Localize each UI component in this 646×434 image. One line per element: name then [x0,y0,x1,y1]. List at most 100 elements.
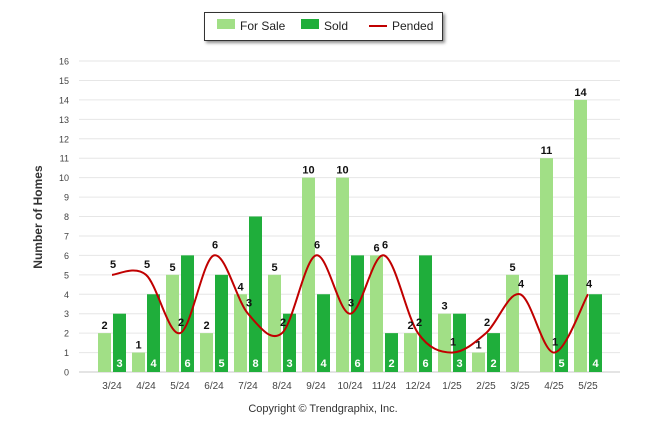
y-tick-label: 5 [64,270,69,280]
label-pended: 2 [416,317,422,329]
x-tick-label: 5/24 [170,381,190,392]
label-sold: 6 [354,358,360,370]
legend-swatch-for-sale [217,19,235,29]
x-tick-label: 4/25 [544,381,564,392]
x-tick-label: 2/25 [476,381,496,392]
label-pended: 3 [348,298,354,310]
bar-sold [453,313,466,372]
y-tick-label: 9 [64,193,69,203]
bar-sold [317,294,330,372]
bar-sold [147,294,160,372]
label-for-sale: 5 [509,262,515,274]
bar-for-sale [472,352,485,372]
bars [98,99,602,372]
bar-for-sale [268,274,281,372]
y-tick-label: 0 [64,368,69,378]
x-tick-label: 9/24 [306,381,326,392]
x-tick-label: 3/24 [102,381,122,392]
label-sold: 5 [558,358,564,370]
label-pended: 6 [314,239,320,251]
label-pended: 1 [450,337,456,349]
label-for-sale: 1 [475,340,481,352]
label-for-sale: 5 [271,262,277,274]
bar-sold [589,294,602,372]
y-tick-label: 12 [59,134,69,144]
legend: For Sale Sold Pended [204,12,443,41]
x-tick-label: 12/24 [405,381,430,392]
label-for-sale: 2 [101,320,107,332]
y-tick-label: 3 [64,309,69,319]
y-tick-label: 2 [64,329,69,339]
label-pended: 5 [110,259,116,271]
bar-sold [351,255,364,372]
legend-label-pended: Pended [392,19,434,33]
pended-line-path [111,254,589,354]
copyright-text: Copyright © Trendgraphix, Inc. [248,403,398,415]
bar-for-sale [438,313,451,372]
label-sold: 4 [592,358,599,370]
x-tick-label: 11/24 [372,381,397,392]
y-axis-title: Number of Homes [31,165,45,269]
label-sold: 5 [218,358,224,370]
x-tick-label: 4/24 [136,381,156,392]
label-sold: 3 [456,358,462,370]
legend-line-pended [369,25,387,27]
label-for-sale: 10 [302,165,314,177]
label-sold: 6 [422,358,428,370]
label-for-sale: 2 [407,320,413,332]
label-sold: 2 [388,358,394,370]
label-sold: 3 [116,358,122,370]
label-pended: 2 [280,317,286,329]
bar-for-sale [540,158,553,372]
label-for-sale: 10 [336,165,348,177]
x-tick-label: 5/25 [578,381,598,392]
label-for-sale: 5 [169,262,175,274]
label-for-sale: 2 [203,320,209,332]
x-tick-label: 10/24 [337,381,362,392]
bar-sold [215,274,228,372]
label-pended: 2 [178,317,184,329]
y-tick-label: 8 [64,212,69,222]
bar-sold [385,333,398,372]
label-for-sale: 1 [135,340,141,352]
label-sold: 2 [490,358,496,370]
bar-for-sale [200,333,213,372]
bar-for-sale [404,333,417,372]
label-sold: 3 [286,358,292,370]
bar-sold [555,274,568,372]
label-pended: 2 [484,317,490,329]
pended-line [111,254,589,354]
label-for-sale: 3 [441,301,447,313]
grid [79,60,620,373]
y-tick-label: 14 [59,95,69,105]
label-pended: 4 [518,278,525,290]
label-sold: 4 [320,358,327,370]
label-sold: 0 [524,358,530,370]
legend-swatch-sold [301,19,319,29]
bar-for-sale [166,274,179,372]
x-tick-label: 3/25 [510,381,530,392]
label-for-sale: 6 [373,242,379,254]
bar-for-sale [302,177,315,372]
bar-sold [249,216,262,372]
bar-sold [487,333,500,372]
bar-for-sale [574,99,587,372]
legend-label-for-sale: For Sale [240,19,286,33]
x-axis-ticks: 3/24 4/24 5/24 6/24 7/24 8/24 9/24 10/24 11/24 12… [102,381,598,392]
y-tick-label: 16 [59,57,69,67]
x-tick-label: 8/24 [272,381,292,392]
legend-label-sold: Sold [324,19,349,33]
bar-for-sale [336,177,349,372]
label-pended: 3 [246,298,252,310]
bar-sold [113,313,126,372]
label-pended: 1 [552,337,558,349]
y-tick-label: 7 [64,231,69,241]
label-pended: 4 [586,278,593,290]
y-tick-label: 1 [64,348,69,358]
y-tick-label: 10 [59,173,69,183]
label-pended: 6 [382,239,388,251]
x-tick-label: 6/24 [204,381,224,392]
